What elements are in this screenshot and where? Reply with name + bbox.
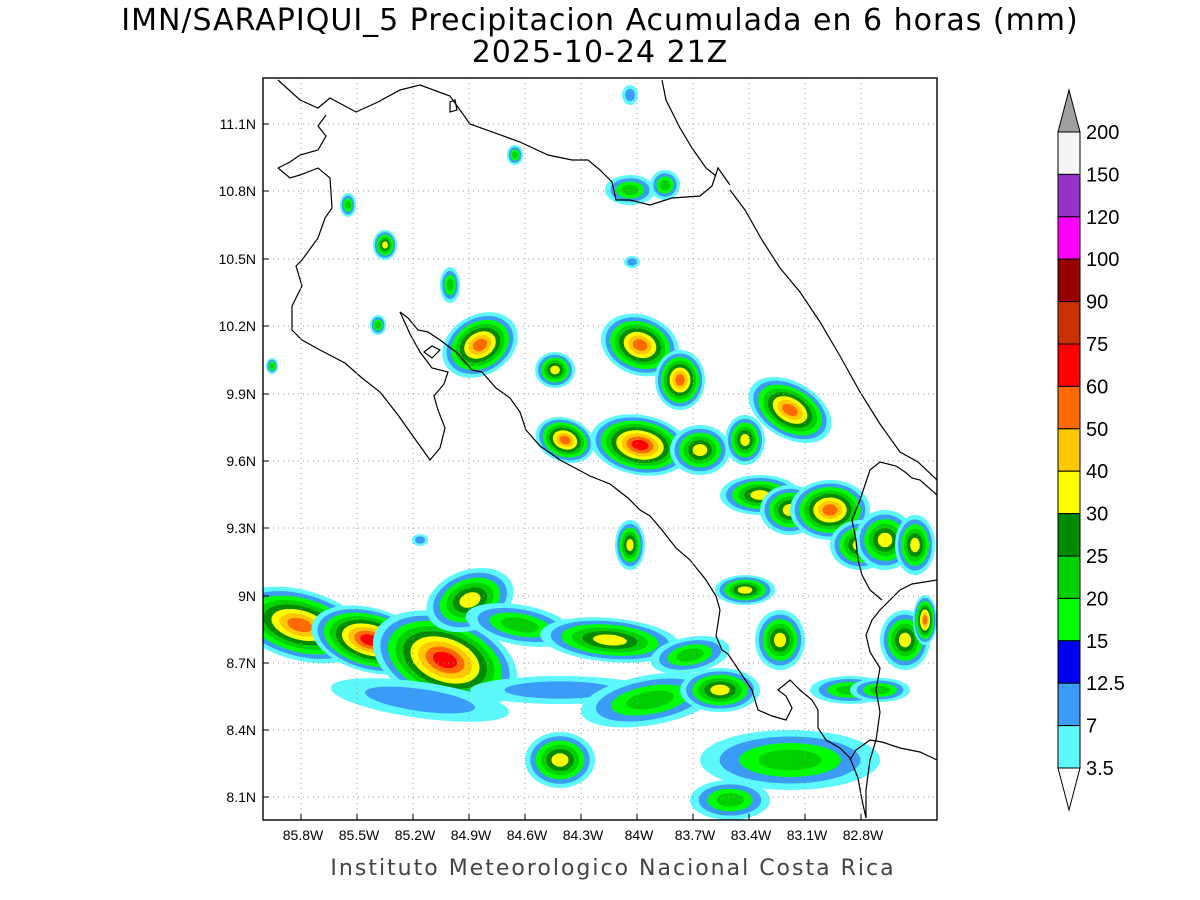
map-subtitle-datetime: 2025-10-24 21Z xyxy=(471,35,729,70)
lat-tick-label: 8.1N xyxy=(226,789,256,805)
footer-credit: Instituto Meteorologico Nacional Costa R… xyxy=(330,856,896,881)
colorbar-segment xyxy=(1057,725,1081,769)
lon-tick-label: 85.5W xyxy=(339,827,380,843)
colorbar-segment xyxy=(1057,301,1081,345)
lon-tick-label: 85.8W xyxy=(283,827,324,843)
lat-tick-label: 8.4N xyxy=(226,722,256,738)
colorbar-segment xyxy=(1057,385,1081,430)
lat-tick-label: 9.3N xyxy=(226,520,256,536)
colorbar-segment xyxy=(1057,682,1081,727)
colorbar-level-label: 15 xyxy=(1086,631,1108,653)
colorbar-over-triangle xyxy=(1057,88,1081,133)
lat-tick-label: 9.6N xyxy=(226,453,256,469)
colorbar-segment xyxy=(1057,343,1081,387)
colorbar-segment xyxy=(1057,216,1081,260)
colorbar-segment xyxy=(1057,173,1081,218)
lat-tick-label: 10.8N xyxy=(219,183,256,199)
lat-tick-label: 10.5N xyxy=(219,251,256,267)
lat-tick-label: 10.2N xyxy=(219,318,256,334)
colorbar-level-label: 7 xyxy=(1086,716,1097,738)
colorbar-segment xyxy=(1057,258,1081,303)
colorbar-level-label: 40 xyxy=(1086,461,1108,483)
colorbar-segment xyxy=(1057,131,1081,175)
colorbar-level-label: 30 xyxy=(1086,504,1108,526)
colorbar-level-label: 12.5 xyxy=(1086,673,1125,695)
map-frame xyxy=(262,77,938,821)
lon-tick-label: 85.2W xyxy=(395,827,436,843)
colorbar-level-label: 150 xyxy=(1086,164,1119,186)
lat-tick-label: 9N xyxy=(238,588,256,604)
colorbar-segment xyxy=(1057,597,1081,642)
colorbar-level-label: 3.5 xyxy=(1086,758,1114,780)
colorbar-segment xyxy=(1057,470,1081,515)
lat-tick-label: 8.7N xyxy=(226,655,256,671)
colorbar-under-triangle xyxy=(1057,767,1081,812)
colorbar-level-label: 100 xyxy=(1086,249,1119,271)
colorbar: 200 150 120 100 90 75 60 50 40 30 25 20 15 12.5 7 3.5 xyxy=(1057,88,1125,812)
colorbar-segment xyxy=(1057,428,1081,472)
colorbar-level-label: 25 xyxy=(1086,546,1108,568)
lon-tick-label: 83.1W xyxy=(787,827,828,843)
colorbar-level-label: 120 xyxy=(1086,207,1119,229)
colorbar-segment xyxy=(1057,640,1081,684)
colorbar-level-label: 75 xyxy=(1086,334,1108,356)
map-title: IMN/SARAPIQUI_5 Precipitacion Acumulada … xyxy=(121,3,1079,38)
lon-tick-label: 84.6W xyxy=(507,827,548,843)
lon-tick-label: 84W xyxy=(625,827,655,843)
map-axes: 85.8W 85.5W 85.2W 84.9W 84.6W 84.3W 84W 83.7W 83… xyxy=(219,116,884,843)
colorbar-level-label: 90 xyxy=(1086,292,1108,314)
coastline-borders xyxy=(277,79,937,819)
colorbar-segment xyxy=(1057,513,1081,557)
lon-tick-label: 82.8W xyxy=(843,827,884,843)
lon-tick-label: 83.7W xyxy=(675,827,716,843)
precipitation-field xyxy=(263,85,937,820)
lon-tick-label: 83.4W xyxy=(731,827,772,843)
lon-tick-label: 84.9W xyxy=(451,827,492,843)
lat-tick-label: 11.1N xyxy=(220,116,256,132)
colorbar-level-label: 200 xyxy=(1086,122,1119,144)
graticule xyxy=(263,78,937,820)
colorbar-level-label: 50 xyxy=(1086,419,1108,441)
colorbar-level-label: 60 xyxy=(1086,376,1108,398)
lat-tick-label: 9.9N xyxy=(226,386,256,402)
colorbar-segment xyxy=(1057,555,1081,599)
colorbar-level-label: 20 xyxy=(1086,588,1108,610)
lon-tick-label: 84.3W xyxy=(563,827,604,843)
